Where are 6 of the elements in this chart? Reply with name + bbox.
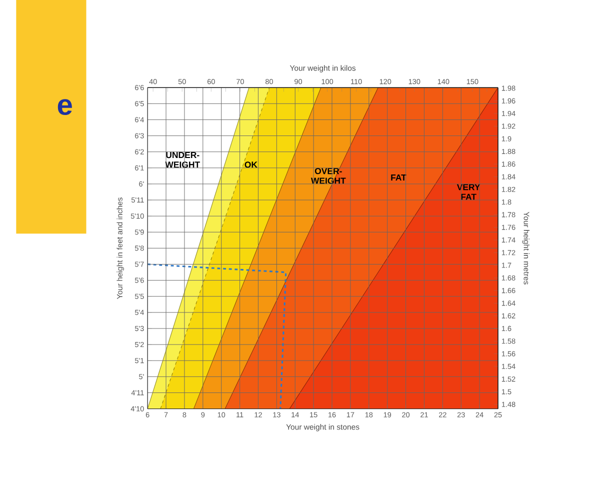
annotation: FAT	[391, 174, 406, 181]
annotation: UNDER-WEIGHT	[165, 152, 200, 168]
annotation: OVER-WEIGHT	[310, 168, 346, 184]
annotation: VERY FAT	[456, 184, 480, 200]
text: e	[58, 99, 72, 116]
annotation: OK	[244, 162, 258, 168]
